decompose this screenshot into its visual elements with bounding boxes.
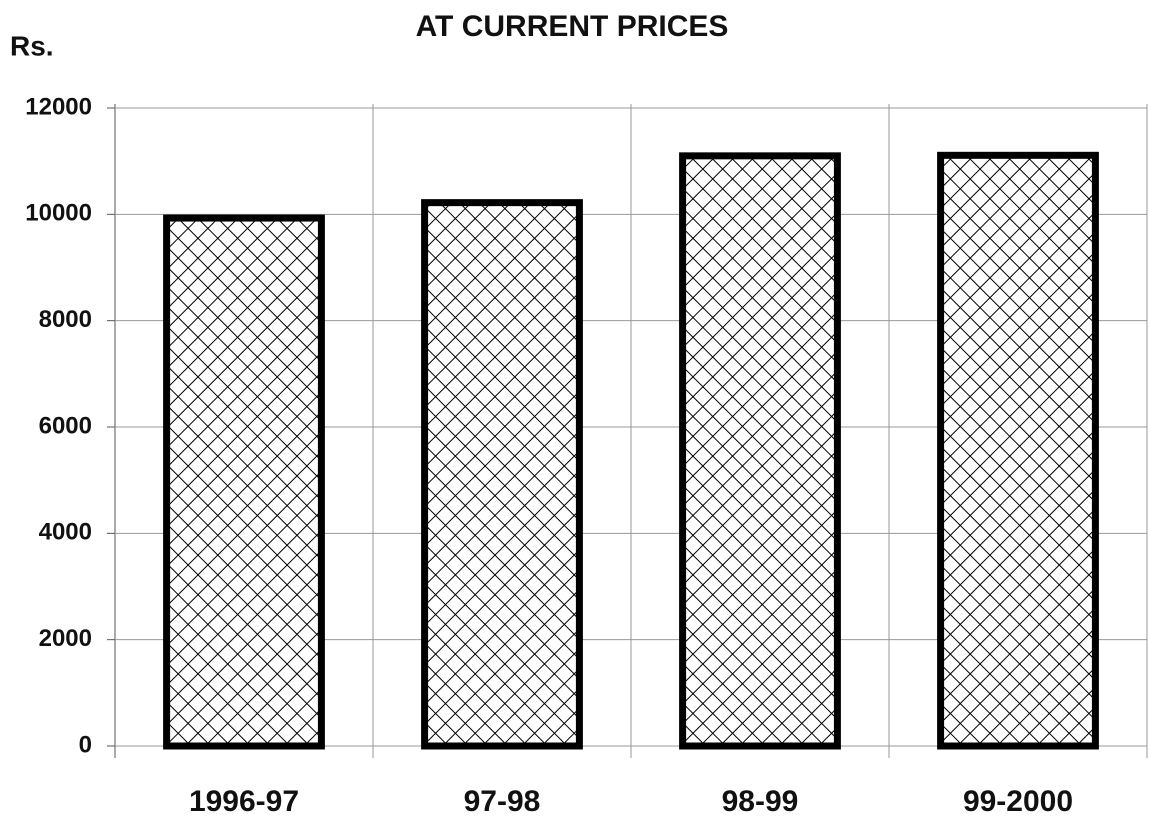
y-tick-label: 4000 bbox=[39, 519, 92, 546]
x-tick-label: 99-2000 bbox=[963, 785, 1073, 818]
y-tick-label: 8000 bbox=[39, 306, 92, 333]
y-tick-label: 6000 bbox=[39, 412, 92, 439]
x-tick-label: 1996-97 bbox=[189, 785, 299, 818]
y-tick-label: 2000 bbox=[39, 625, 92, 652]
y-tick-label: 0 bbox=[79, 731, 92, 758]
x-tick-label: 97-98 bbox=[464, 785, 541, 818]
bar bbox=[163, 214, 325, 750]
y-axis-label: Rs. bbox=[10, 30, 54, 61]
chart-title: AT CURRENT PRICES bbox=[416, 10, 729, 43]
bar bbox=[937, 151, 1099, 750]
x-tick-label: 98-99 bbox=[722, 785, 799, 818]
bar bbox=[421, 199, 583, 750]
y-tick-label: 12000 bbox=[25, 93, 92, 120]
y-tick-label: 10000 bbox=[25, 200, 92, 227]
bar bbox=[679, 152, 841, 750]
